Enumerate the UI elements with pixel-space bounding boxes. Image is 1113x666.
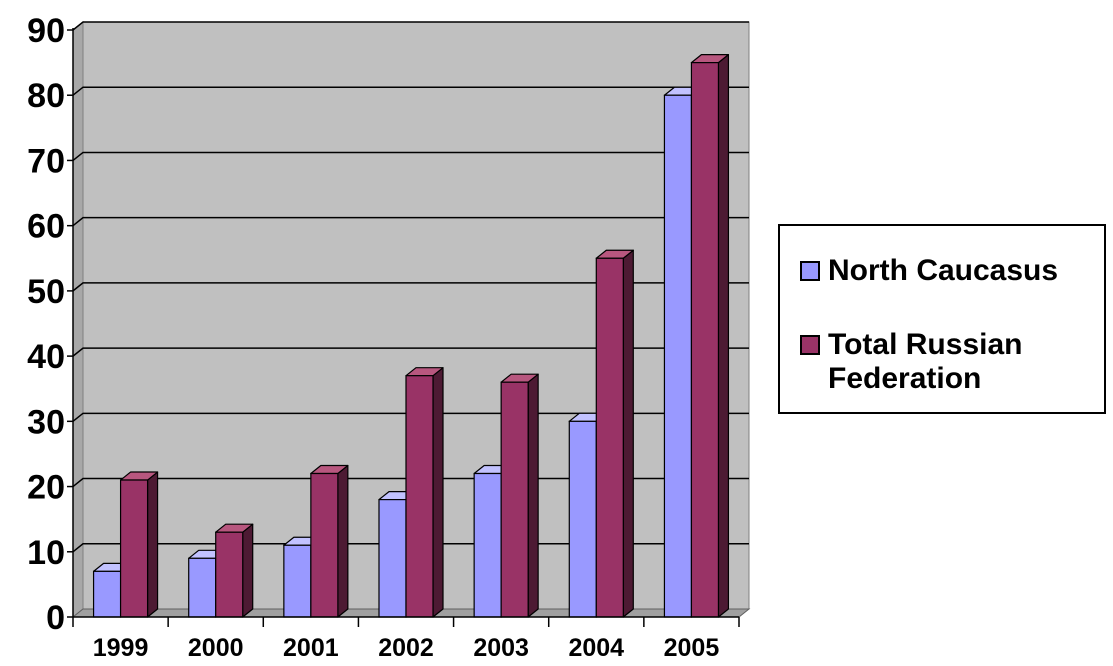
bar-side <box>242 523 254 618</box>
legend-swatch-north-caucasus <box>800 261 820 281</box>
legend-item-north-caucasus: North Caucasus <box>800 254 1108 288</box>
bar-front <box>405 375 434 618</box>
bar-total-russian-federation-2003 <box>500 373 539 618</box>
x-tick-label-2002: 2002 <box>378 634 434 662</box>
bar-total-russian-federation-2000 <box>215 523 254 618</box>
axes: 0 10 20 30 40 50 60 70 80 90 1999 2000 2001 2002 2003 2… <box>27 12 740 662</box>
gridline-50 <box>72 282 749 292</box>
x-tick-label-2004: 2004 <box>568 634 624 662</box>
bar-front <box>215 531 244 618</box>
plot-side-wall <box>72 20 84 619</box>
legend-label-total-russian-federation: Total Russian Federation <box>828 328 1023 395</box>
bar-front <box>500 381 529 618</box>
legend-item-total-russian-federation: Total Russian Federation <box>800 328 1108 396</box>
bar-side <box>432 367 444 618</box>
gridline-70 <box>72 151 749 162</box>
bar-side <box>717 54 730 618</box>
bar-side <box>146 471 159 618</box>
bar-total-russian-federation-2005 <box>690 54 730 618</box>
bar-total-russian-federation-2002 <box>405 367 444 618</box>
y-tick-label-80: 80 <box>27 77 65 115</box>
bar-front <box>283 544 312 618</box>
y-tick-label-40: 40 <box>27 338 65 376</box>
bar-total-russian-federation-2001 <box>310 464 349 618</box>
legend-swatch-total-russian-federation <box>800 335 820 355</box>
x-tick-label-2000: 2000 <box>188 634 244 662</box>
x-tick-label-1999: 1999 <box>93 634 149 662</box>
y-tick-label-10: 10 <box>27 534 65 572</box>
y-tick-label-30: 30 <box>27 403 65 441</box>
gridline-90 <box>72 21 749 31</box>
x-tick-label-2005: 2005 <box>664 634 720 662</box>
bar-front <box>188 557 217 618</box>
bar-side <box>337 464 349 618</box>
y-tick-label-0: 0 <box>46 599 65 637</box>
y-tick-label-90: 90 <box>27 12 65 50</box>
y-tick-label-20: 20 <box>27 469 65 507</box>
bar-front <box>690 62 720 618</box>
gridline-60 <box>72 216 749 227</box>
bar-total-russian-federation-1999 <box>119 471 159 618</box>
y-tick-label-60: 60 <box>27 208 65 246</box>
gridline-40 <box>72 347 749 357</box>
x-tick-label-2001: 2001 <box>283 634 339 662</box>
y-tick-label-70: 70 <box>27 142 65 180</box>
bar-front <box>92 570 122 618</box>
bar-total-russian-federation-2004 <box>595 249 634 618</box>
x-tick-label-2003: 2003 <box>473 634 529 662</box>
bar-front <box>119 479 149 618</box>
gridline-80 <box>72 86 749 96</box>
bars <box>92 54 730 618</box>
bar-front <box>310 472 339 618</box>
bar-front <box>473 472 502 618</box>
legend-label-north-caucasus: North Caucasus <box>828 254 1059 287</box>
bar-side <box>622 249 634 618</box>
y-tick-label-50: 50 <box>27 273 65 311</box>
bar-side <box>527 373 539 618</box>
bar-front <box>568 420 597 618</box>
bar-front <box>595 257 624 618</box>
legend: North Caucasus Total Russian Federation <box>778 224 1106 414</box>
bar-front <box>663 94 693 618</box>
bar-front <box>378 499 407 618</box>
